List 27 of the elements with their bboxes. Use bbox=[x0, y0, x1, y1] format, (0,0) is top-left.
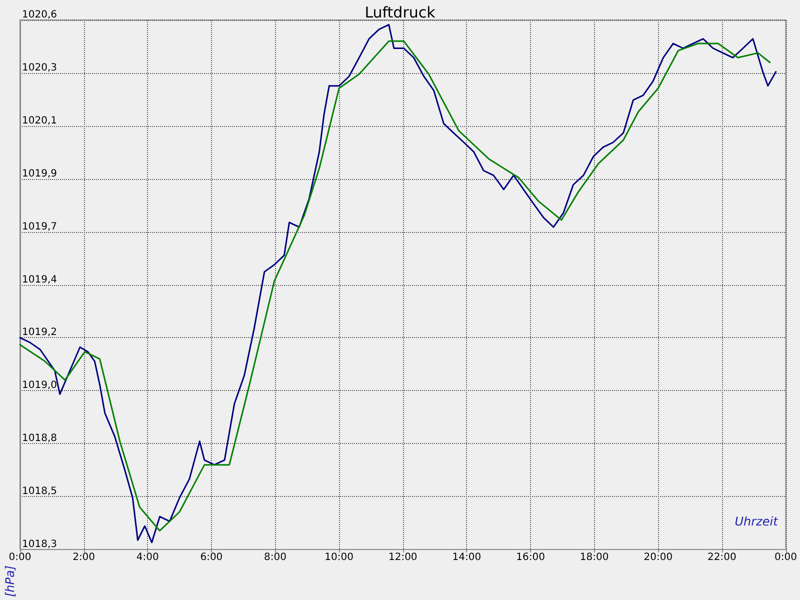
x-tick-label: 14:00 bbox=[452, 552, 482, 564]
chart-title: Luftdruck bbox=[364, 4, 436, 22]
y-tick-label: 1018,8 bbox=[22, 433, 57, 444]
y-tick-label: 1020,6 bbox=[22, 10, 57, 20]
x-tick-label: 6:00 bbox=[200, 552, 223, 564]
x-tick-label: 22:00 bbox=[708, 552, 736, 564]
x-tick-label: 18:00 bbox=[580, 552, 609, 564]
y-tick-label: 1019,4 bbox=[22, 274, 57, 286]
y-tick-label: 1018,3 bbox=[22, 539, 57, 550]
y-tick-label: 1019,7 bbox=[22, 221, 57, 232]
x-tick-label: 2:00 bbox=[72, 552, 96, 564]
y-tick-label: 1019,2 bbox=[22, 327, 57, 338]
x-tick-label: 4:00 bbox=[136, 552, 159, 564]
y-tick-label: 1018,5 bbox=[22, 486, 57, 498]
x-tick-label: 0:00 bbox=[8, 552, 32, 564]
x-tick-label: 0:00 bbox=[774, 552, 798, 564]
x-tick-label: 10:00 bbox=[324, 552, 354, 564]
y-tick-label: 1020,1 bbox=[22, 115, 57, 126]
x-tick-label: 12:00 bbox=[388, 552, 418, 564]
y-tick-label: 1019,0 bbox=[22, 380, 57, 392]
x-axis-title: Uhrzeit bbox=[734, 514, 780, 529]
y-tick-label: 1019,9 bbox=[22, 168, 57, 180]
y-axis-title: [hPa] bbox=[3, 565, 17, 597]
x-tick-label: 20:00 bbox=[644, 552, 673, 564]
y-tick-label: 1020,3 bbox=[22, 62, 57, 74]
x-tick-label: 8:00 bbox=[264, 552, 286, 564]
x-tick-label: 16:00 bbox=[516, 552, 545, 564]
